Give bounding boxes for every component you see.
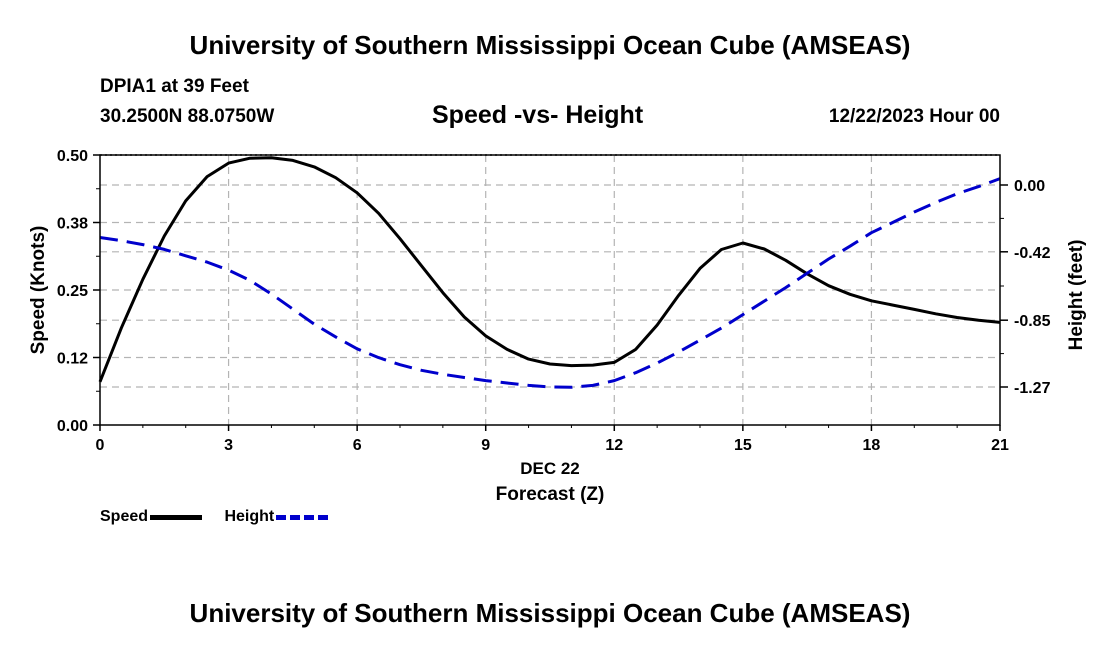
y-tick-label-left: 0.25 <box>57 283 88 300</box>
legend-item-height: Height <box>224 508 329 526</box>
legend-label-height: Height <box>224 508 275 525</box>
y-tick-label-right: -0.85 <box>1014 313 1051 330</box>
x-tick-label: 18 <box>863 437 881 454</box>
legend: Speed Height <box>100 508 346 526</box>
x-tick-label: 21 <box>991 437 1009 454</box>
main-title: University of Southern Mississippi Ocean… <box>189 30 911 60</box>
y-axis-label-right: Height (feet) <box>1066 240 1087 351</box>
series-line-height <box>99 177 1001 389</box>
legend-swatch-height <box>276 514 329 520</box>
x-tick-label: 12 <box>605 437 623 454</box>
grid-layer <box>100 154 1000 425</box>
y-tick-label-left: 0.38 <box>57 216 88 233</box>
forecast-date: 12/22/2023 Hour 00 <box>828 106 1000 127</box>
legend-label-speed: Speed <box>100 508 149 525</box>
y-tick-label-left: 0.12 <box>57 351 88 368</box>
series-layer <box>98 156 1001 389</box>
y-tick-label-left: 0.00 <box>57 418 88 435</box>
y-tick-label-left: 0.50 <box>57 148 88 165</box>
ticks-layer: 0 3 6 9 12 15 18 21 0.00 0.12 0.25 0.38 0.50 0.00 -0.4… <box>57 148 1051 454</box>
x-axis-date-label: DEC 22 <box>520 459 580 478</box>
plot-frame <box>99 154 1001 426</box>
footer-title: University of Southern Mississippi Ocean… <box>189 598 911 628</box>
x-tick-label: 9 <box>481 437 490 454</box>
station-name: DPIA1 at 39 Feet <box>100 76 249 97</box>
x-tick-label: 3 <box>224 437 233 454</box>
station-coordinates: 30.2500N 88.0750W <box>100 106 275 127</box>
y-axis-label-left: Speed (Knots) <box>28 226 49 355</box>
x-tick-label: 6 <box>353 437 362 454</box>
legend-swatch-speed <box>150 514 203 520</box>
x-tick-label: 0 <box>96 437 105 454</box>
plot-title: Speed -vs- Height <box>432 101 644 129</box>
y-tick-label-right: 0.00 <box>1014 178 1045 195</box>
x-axis-label: Forecast (Z) <box>496 484 605 505</box>
legend-item-speed: Speed <box>100 508 203 526</box>
y-tick-label-right: -1.27 <box>1014 380 1051 397</box>
y-tick-label-right: -0.42 <box>1014 245 1051 262</box>
x-tick-label: 15 <box>734 437 752 454</box>
series-line-speed <box>98 156 1001 383</box>
